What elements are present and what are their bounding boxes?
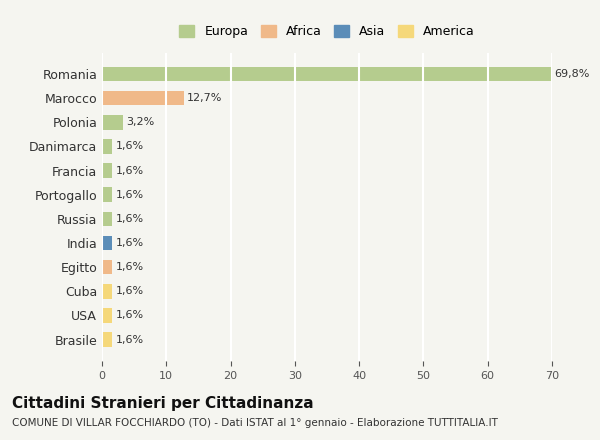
Legend: Europa, Africa, Asia, America: Europa, Africa, Asia, America bbox=[173, 19, 481, 44]
Bar bbox=[102, 236, 112, 250]
Text: 1,6%: 1,6% bbox=[116, 190, 143, 200]
Text: 1,6%: 1,6% bbox=[116, 286, 143, 296]
Text: 3,2%: 3,2% bbox=[126, 117, 154, 127]
Text: 1,6%: 1,6% bbox=[116, 165, 143, 176]
Text: Cittadini Stranieri per Cittadinanza: Cittadini Stranieri per Cittadinanza bbox=[12, 396, 314, 411]
Text: 1,6%: 1,6% bbox=[116, 238, 143, 248]
Bar bbox=[102, 187, 112, 202]
Text: 1,6%: 1,6% bbox=[116, 311, 143, 320]
Text: 1,6%: 1,6% bbox=[116, 262, 143, 272]
Text: 1,6%: 1,6% bbox=[116, 141, 143, 151]
Text: 12,7%: 12,7% bbox=[187, 93, 222, 103]
Text: COMUNE DI VILLAR FOCCHIARDO (TO) - Dati ISTAT al 1° gennaio - Elaborazione TUTTI: COMUNE DI VILLAR FOCCHIARDO (TO) - Dati … bbox=[12, 418, 498, 428]
Bar bbox=[102, 260, 112, 275]
Bar bbox=[102, 67, 551, 81]
Bar bbox=[102, 115, 122, 129]
Bar bbox=[102, 163, 112, 178]
Bar bbox=[102, 212, 112, 226]
Bar bbox=[102, 284, 112, 298]
Bar bbox=[102, 332, 112, 347]
Text: 1,6%: 1,6% bbox=[116, 334, 143, 345]
Text: 69,8%: 69,8% bbox=[554, 69, 589, 79]
Text: 1,6%: 1,6% bbox=[116, 214, 143, 224]
Bar bbox=[102, 308, 112, 323]
Bar bbox=[102, 139, 112, 154]
Bar bbox=[102, 91, 184, 106]
